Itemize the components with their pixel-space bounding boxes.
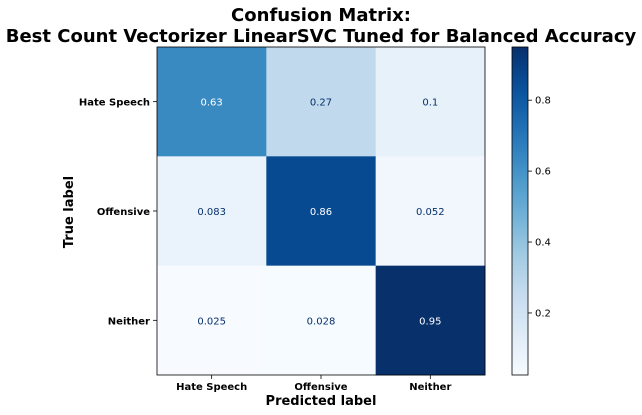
- x-tick-label-2: Neither: [409, 382, 451, 393]
- colorbar: [511, 46, 529, 376]
- colorbar-tick-label-3: 0.8: [535, 96, 551, 107]
- heatmap-cell-r2-c2: [375, 265, 486, 376]
- y-axis-ticks: Hate Speech Offensive Neither: [79, 98, 157, 327]
- y-tick-label-0: Hate Speech: [79, 98, 150, 109]
- y-tick-label-1: Offensive: [97, 207, 150, 218]
- cell-value-label-r0-c0: 0.63: [201, 98, 223, 109]
- heatmap-cell-r0-c0: [157, 47, 267, 157]
- heatmap-cell-r2-c0: [157, 265, 267, 376]
- chart-title-line-1: Confusion Matrix:: [231, 5, 411, 26]
- heatmap-cell-r1-c2: [375, 156, 486, 267]
- cell-value-label-r2-c0: 0.025: [197, 316, 226, 327]
- chart-title-line-2: Best Count Vectorizer LinearSVC Tuned fo…: [6, 26, 637, 47]
- cell-value-label-r2-c1: 0.028: [307, 316, 336, 327]
- heatmap-cell-r1-c0: [157, 156, 267, 267]
- heatmap-cell-r1-c1: [266, 156, 377, 267]
- colorbar-tick-label-2: 0.6: [535, 167, 551, 178]
- cell-value-label-r1-c2: 0.052: [416, 207, 445, 218]
- x-axis-ticks: Hate Speech Offensive Neither: [176, 374, 451, 393]
- heatmap-cell-r0-c2: [375, 47, 486, 157]
- cell-value-label-r0-c2: 0.1: [422, 98, 438, 109]
- heatmap-cells: 0.63 0.27 0.1 0.083 0.86 0.052 0.025 0.028 0.95: [157, 47, 486, 376]
- y-axis-label: True label: [62, 176, 77, 248]
- x-axis-label: Predicted label: [266, 394, 377, 409]
- cell-value-label-r1-c0: 0.083: [197, 207, 226, 218]
- colorbar-tick-label-1: 0.4: [535, 238, 551, 249]
- cell-value-label-r1-c1: 0.86: [310, 207, 332, 218]
- cell-value-label-r0-c1: 0.27: [310, 98, 332, 109]
- heatmap-cell-r2-c1: [266, 265, 377, 376]
- colorbar-ticks: 0.2 0.4 0.6 0.8: [528, 96, 551, 319]
- colorbar-tick-label-0: 0.2: [535, 308, 551, 319]
- y-tick-label-2: Neither: [108, 316, 150, 327]
- cell-value-label-r2-c2: 0.95: [419, 316, 441, 327]
- x-tick-label-1: Offensive: [294, 382, 347, 393]
- x-tick-label-0: Hate Speech: [176, 382, 247, 393]
- heatmap-cell-r0-c1: [266, 47, 377, 157]
